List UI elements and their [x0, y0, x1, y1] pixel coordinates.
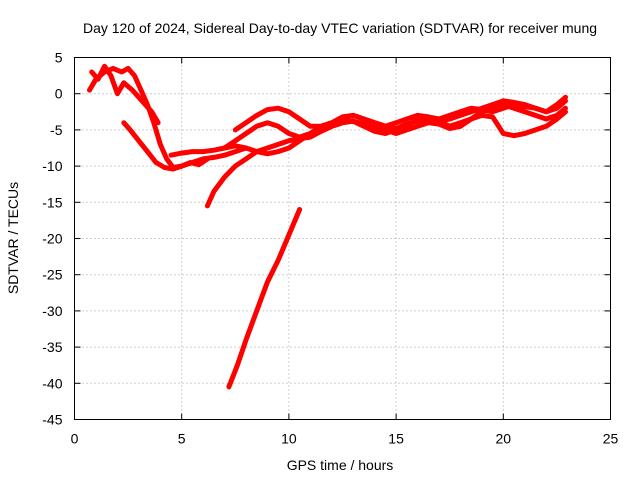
x-tick-label: 10 — [281, 431, 297, 447]
y-axis-label: SDTVAR / TECUs — [5, 182, 21, 294]
y-tick-label: -5 — [50, 122, 63, 138]
y-tick-label: -40 — [42, 375, 62, 391]
chart-title: Day 120 of 2024, Sidereal Day-to-day VTE… — [83, 20, 597, 36]
y-tick-label: -20 — [42, 231, 62, 247]
series-line-8 — [226, 207, 303, 390]
y-tick-label: 5 — [55, 50, 63, 66]
series-line-5 — [222, 98, 568, 151]
y-tick-label: 0 — [55, 86, 63, 102]
x-tick-label: 0 — [71, 431, 79, 447]
x-tick-label: 15 — [388, 431, 404, 447]
y-tick-label: -25 — [42, 267, 62, 283]
x-tick-label: 25 — [603, 431, 619, 447]
series-line-3 — [89, 63, 161, 126]
axis-ticks: 0 5 10 15 20 25 5 0 -5 -10 -15 -20 -25 -30 -35 -40 -45 — [42, 50, 618, 447]
x-axis-label: GPS time / hours — [287, 457, 394, 473]
y-tick-label: -35 — [42, 339, 62, 355]
y-tick-label: -30 — [42, 303, 62, 319]
series-layer — [87, 63, 568, 390]
y-tick-label: -15 — [42, 194, 62, 210]
series-line-4 — [168, 109, 568, 158]
y-tick-label: -45 — [42, 412, 62, 428]
series-line-2 — [121, 120, 249, 172]
x-tick-label: 20 — [496, 431, 512, 447]
series-line-7 — [204, 94, 568, 209]
x-tick-label: 5 — [178, 431, 186, 447]
y-tick-label: -10 — [42, 158, 62, 174]
